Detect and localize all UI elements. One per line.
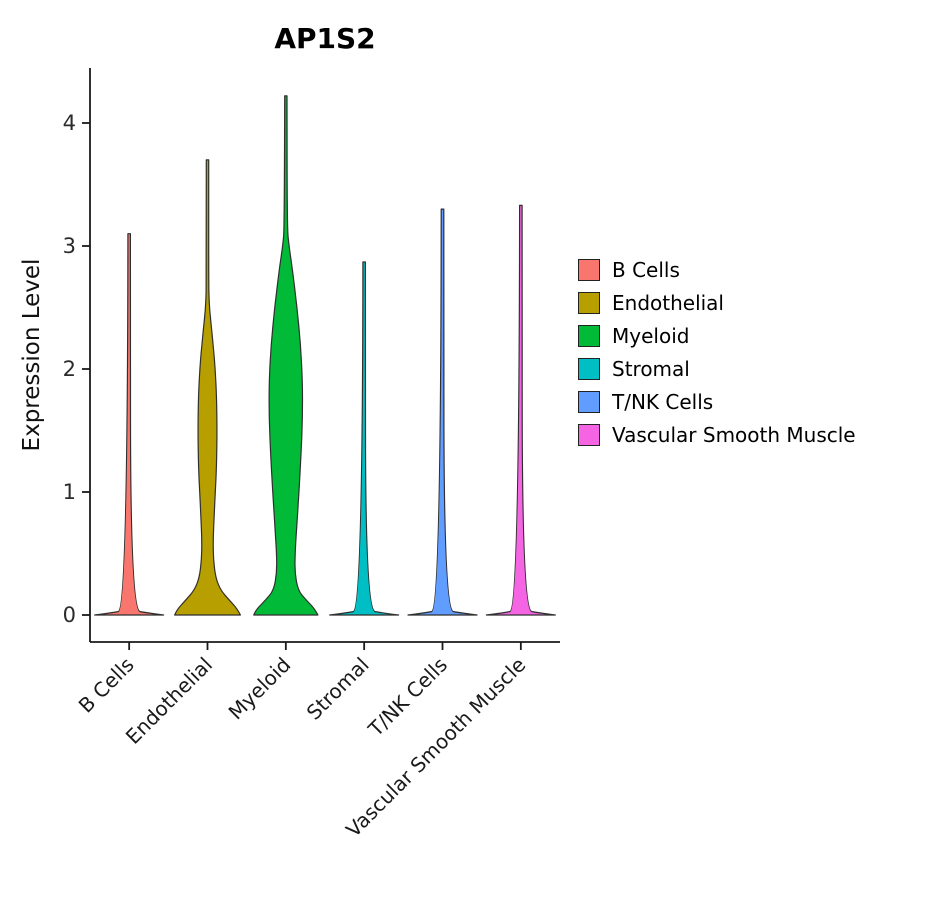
y-tick-label: 3 [63, 234, 76, 258]
y-tick-label: 0 [63, 603, 76, 627]
chart-title: AP1S2 [274, 22, 376, 55]
x-tick-label-stromal: Stromal [302, 653, 374, 725]
y-axis-label: Expression Level [19, 258, 45, 452]
legend-item-vascular-smooth-muscle: Vascular Smooth Muscle [578, 423, 856, 447]
violin-endothelial [174, 159, 241, 616]
x-tick-label-b-cells: B Cells [74, 653, 139, 718]
violin-vascular-smooth-muscle [485, 204, 556, 616]
x-tick-label-myeloid: Myeloid [224, 653, 296, 725]
legend-label: Endothelial [612, 291, 724, 315]
legend-label: Vascular Smooth Muscle [612, 423, 856, 447]
y-tick-label: 2 [63, 357, 76, 381]
legend-item-b-cells: B Cells [578, 258, 856, 282]
legend-label: Myeloid [612, 324, 690, 348]
legend-swatch-vascular-smooth-muscle [578, 424, 600, 446]
legend-label: T/NK Cells [612, 390, 714, 414]
violin-b-cells [94, 233, 165, 616]
legend-item-endothelial: Endothelial [578, 291, 856, 315]
legend-swatch-myeloid [578, 325, 600, 347]
violin-t-nk-cells [407, 208, 478, 616]
legend-swatch-t-nk-cells [578, 391, 600, 413]
y-tick-label: 1 [63, 480, 76, 504]
legend-item-myeloid: Myeloid [578, 324, 856, 348]
violin-stromal [329, 261, 400, 616]
legend-swatch-endothelial [578, 292, 600, 314]
y-tick-label: 4 [63, 111, 76, 135]
legend-item-stromal: Stromal [578, 357, 856, 381]
legend-label: B Cells [612, 258, 680, 282]
legend-swatch-b-cells [578, 259, 600, 281]
legend-item-t-nk-cells: T/NK Cells [578, 390, 856, 414]
violin-myeloid [253, 95, 319, 616]
legend: B Cells Endothelial Myeloid Stromal T/NK Cel… [578, 258, 856, 447]
legend-swatch-stromal [578, 358, 600, 380]
legend-label: Stromal [612, 357, 690, 381]
